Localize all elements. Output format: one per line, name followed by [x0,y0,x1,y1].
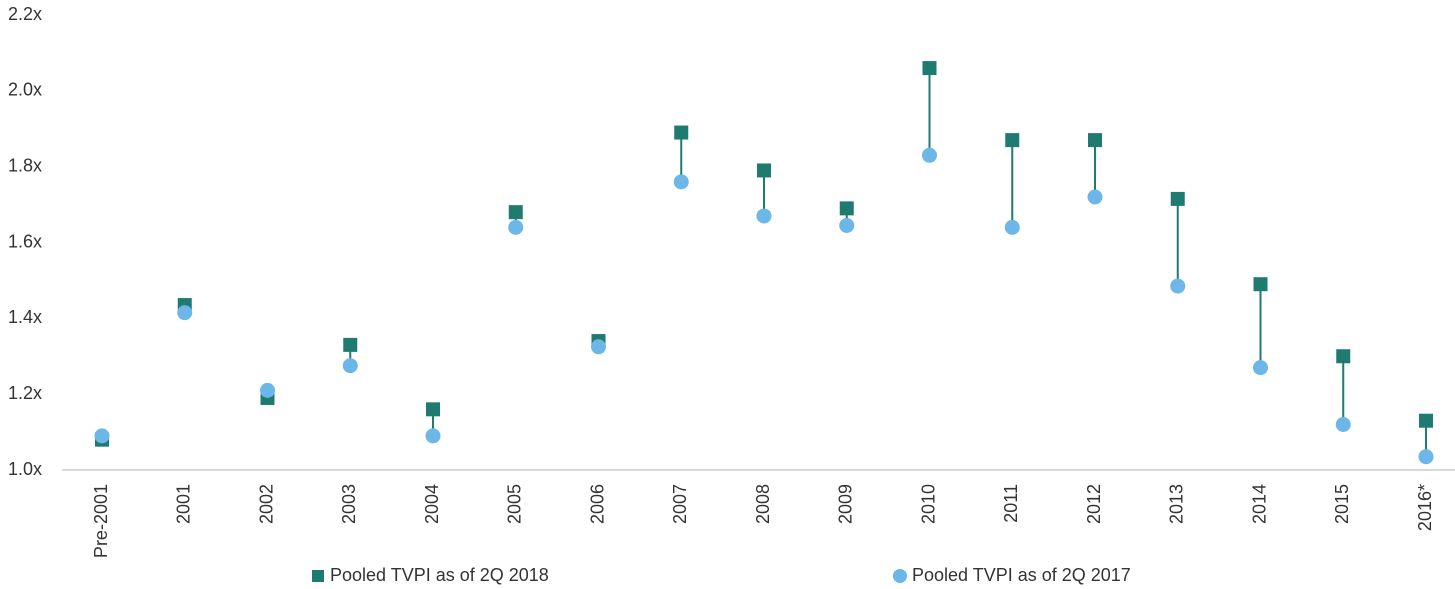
square-marker [1170,191,1185,206]
x-tick-label: 2016* [1415,484,1435,531]
square-marker [757,163,771,178]
circle-marker [673,174,689,190]
x-tick-label: 2002 [256,484,276,524]
circle-marker [1335,417,1351,432]
y-tick-label: 1.6x [8,231,42,251]
circle-marker [1004,219,1020,235]
circle-marker [922,147,937,163]
square-marker [922,61,937,76]
x-tick-label: Pre-2001 [91,484,111,558]
square-marker [1253,277,1268,292]
square-marker [839,201,854,216]
y-tick-label: 1.8x [8,155,42,175]
y-tick-label: 2.0x [8,80,42,100]
x-tick-label: 2004 [422,484,442,524]
x-tick-label: 2005 [505,484,525,524]
square-marker [1419,413,1433,428]
y-tick-label: 1.4x [8,307,42,327]
square-marker [1088,133,1102,148]
circle-marker [591,339,606,355]
y-tick-label: 2.2x [8,4,42,24]
x-tick-label: 2015 [1332,484,1352,524]
square-marker [674,125,689,140]
circle-marker [1170,278,1186,294]
circle-marker [177,305,193,321]
x-tick-label: 2008 [753,484,773,524]
x-tick-label: 2003 [339,484,359,524]
circle-marker [94,428,110,444]
circle-marker [1253,360,1268,376]
x-tick-label: 2012 [1084,484,1104,524]
y-tick-label: 1.0x [8,459,42,479]
legend-marker [893,569,907,583]
x-tick-label: 2001 [174,484,194,524]
x-tick-label: 2013 [1167,484,1187,524]
circle-marker [1418,449,1434,465]
square-marker [1336,349,1351,364]
legend-label: Pooled TVPI as of 2Q 2018 [330,565,549,585]
circle-marker [260,382,275,398]
square-marker [1005,133,1020,148]
circle-marker [1087,189,1103,205]
x-tick-label: 2007 [670,484,690,524]
legend-marker [312,570,324,582]
square-marker [343,337,358,352]
x-tick-label: 2010 [918,484,938,524]
circle-marker [342,358,358,374]
circle-marker [508,219,524,235]
legend-label: Pooled TVPI as of 2Q 2017 [912,565,1131,585]
x-tick-label: 2014 [1249,484,1269,524]
circle-marker [756,208,772,224]
circle-marker [425,428,441,444]
y-tick-label: 1.2x [8,383,42,403]
x-tick-label: 2009 [836,484,856,524]
x-tick-label: 2011 [1001,484,1021,523]
square-marker [426,402,440,417]
circle-marker [839,217,855,233]
x-tick-label: 2006 [587,484,607,524]
square-marker [508,205,523,220]
